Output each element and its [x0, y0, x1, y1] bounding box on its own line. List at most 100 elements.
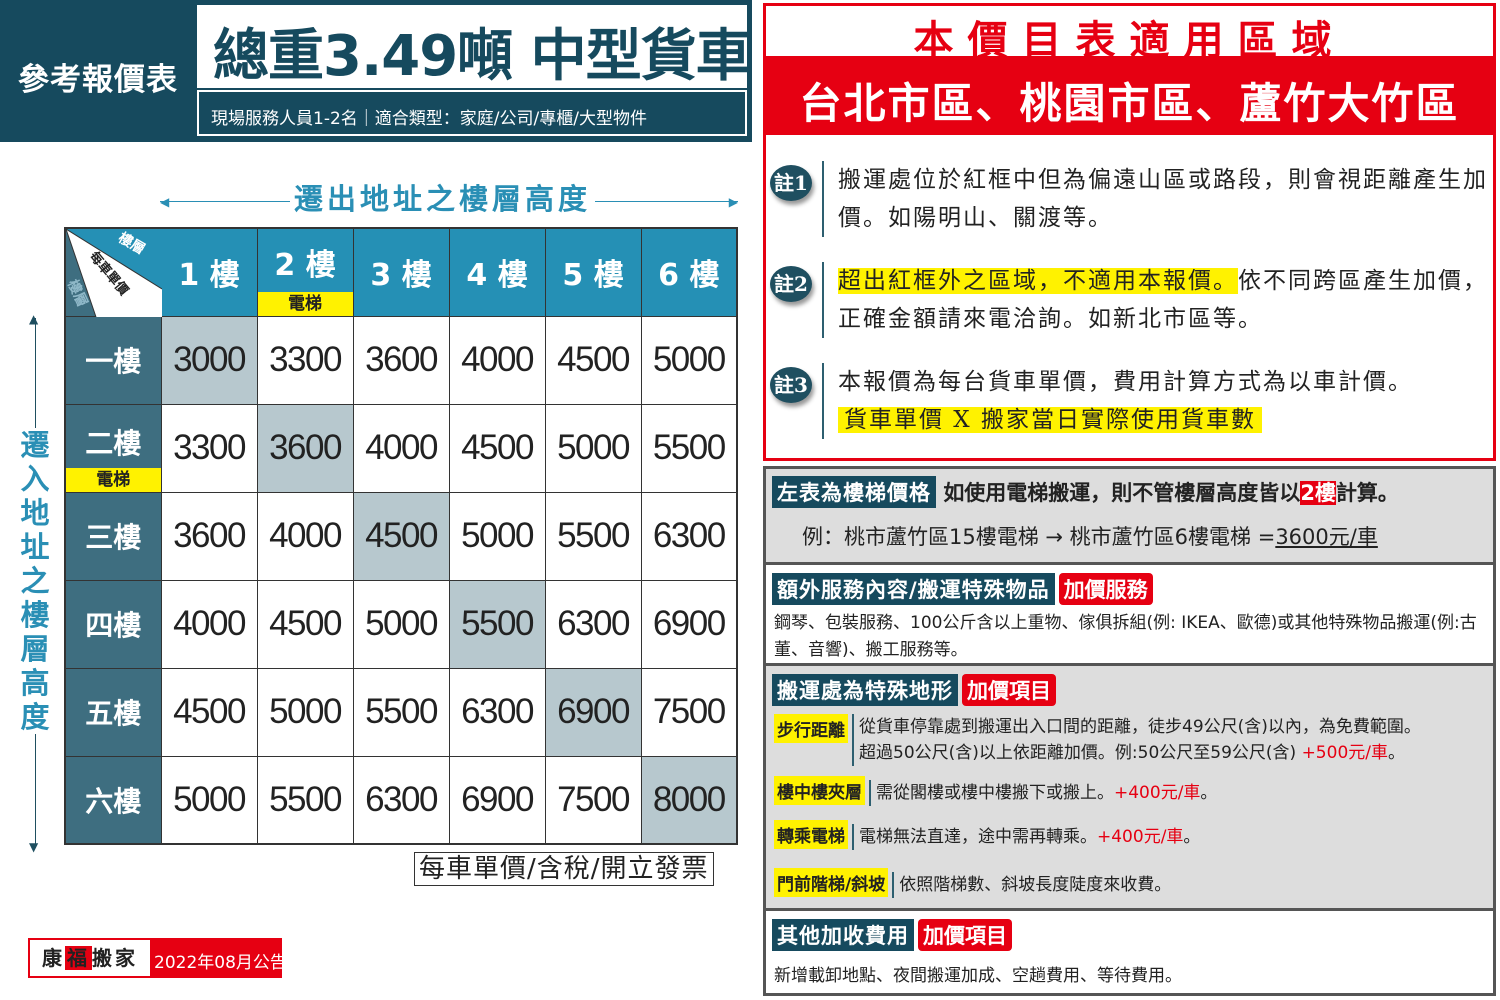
item-label: 步行距離 [774, 714, 848, 743]
note-text: 搬運處位於紅框中但為偏遠山區或路段，則會視距離產生加價。如陽明山、關渡等。 [838, 167, 1488, 231]
terrain-item: 步行距離 從貨車停靠處到搬運出入口間的距離，徒步49公尺(含)以內，為免費範圍。超… [774, 714, 1421, 766]
section-tag: 其他加收費用 [772, 919, 914, 951]
arrow-up-icon: ▲ [29, 312, 39, 326]
note-highlight: 貨車單價 X 搬家當日實際使用貨車數 [838, 407, 1262, 433]
price-cell: 5000 [256, 667, 354, 757]
header-band: 參考報價表 總重3.49噸 中型貨車 現場服務人員1-2名｜適合類型：家庭/公司… [0, 0, 752, 142]
subtitle-box: 現場服務人員1-2名｜適合類型：家庭/公司/專櫃/大型物件 [197, 90, 747, 136]
section-tag: 額外服務內容/搬運特殊物品 [772, 573, 1055, 605]
announce-date: 2022年08月公告 [154, 953, 287, 973]
row-label: 三樓 [85, 521, 142, 554]
note-highlight: 超出紅框外之區域，不適用本報價。 [838, 268, 1238, 294]
price-cell: 4500 [256, 579, 354, 669]
note-badge: 註2 [770, 266, 812, 302]
item-price: +500元/車 [1301, 743, 1388, 763]
price-cell: 6900 [544, 667, 642, 757]
price-cell: 5500 [640, 403, 738, 493]
extra-service-box: 額外服務內容/搬運特殊物品 加價服務 鋼琴、包裝服務、100公斤含以上重物、傢俱拆… [763, 562, 1496, 666]
price-cell: 5500 [352, 667, 450, 757]
note-badge: 註1 [770, 165, 812, 201]
price-cell: 4500 [448, 403, 546, 493]
item-end: 。 [1200, 783, 1218, 803]
note-text: 依不同跨區產生加價，正確金額請來電洽詢。如新北市區等。 [838, 268, 1488, 332]
price-cell: 4000 [256, 491, 354, 581]
arrow-right-icon: ▶ [728, 195, 738, 209]
brand-logo: 康福搬家 [30, 940, 150, 976]
row-header: 一樓 [64, 315, 162, 405]
example-text: 例：桃市蘆竹區15樓電梯 → 桃市蘆竹區6樓電梯 = [802, 525, 1276, 549]
arrow-down-icon: ▼ [29, 840, 39, 854]
rule-text: 如使用電梯搬運，則不管樓層高度皆以 [943, 481, 1301, 505]
elevator-rule-box: 左表為樓梯價格 如使用電梯搬運，則不管樓層高度皆以2樓計算。 例：桃市蘆竹區15… [763, 466, 1496, 565]
surcharge-tag: 加價項目 [918, 919, 1012, 951]
price-cell: 5500 [448, 579, 546, 669]
rule-text-end: 計算。 [1335, 481, 1399, 505]
column-label: 2 樓 [274, 248, 336, 284]
price-cell: 8000 [640, 755, 738, 845]
price-cell: 3300 [256, 315, 354, 405]
item-text: 電梯無法直達，途中需再轉乘。 [859, 827, 1097, 847]
arrow-left-icon: ◀ [160, 195, 170, 209]
special-terrain-box: 搬運處為特殊地形 加價項目 步行距離 從貨車停靠處到搬運出入口間的距離，徒步49公尺… [763, 663, 1496, 911]
note-2: 註2 超出紅框外之區域，不適用本報價。依不同跨區產生加價，正確金額請來電洽詢。如… [770, 262, 1490, 342]
table-row: 六樓 5000 5500 6300 6900 7500 8000 [64, 755, 738, 845]
price-cell: 3300 [160, 403, 258, 493]
item-label: 門前階梯/斜坡 [774, 868, 889, 897]
row-header: 五樓 [64, 667, 162, 757]
caption-text: 遷出地址之樓層高度 [290, 176, 596, 218]
area-band: 台北市區、桃園市區、蘆竹大竹區 [766, 56, 1493, 135]
column-header: 1 樓 [160, 227, 258, 317]
item-label: 轉乘電梯 [774, 820, 848, 849]
price-cell: 4000 [352, 403, 450, 493]
other-fees-box: 其他加收費用 加價項目 新增載卸地點、夜間搬運加成、空趟費用、等待費用。 [763, 908, 1496, 996]
other-fees-text: 新增載卸地點、夜間搬運加成、空趟費用、等待費用。 [774, 966, 1182, 986]
row-header: 二樓 電梯 [64, 403, 162, 493]
surcharge-tag: 加價項目 [962, 674, 1056, 706]
extra-service-text: 鋼琴、包裝服務、100公斤含以上重物、傢俱拆組(例: IKEA、歐德)或其他特殊… [774, 613, 1477, 660]
price-cell: 5000 [352, 579, 450, 669]
column-header: 3 樓 [352, 227, 450, 317]
price-cell: 3000 [160, 315, 258, 405]
row-header: 六樓 [64, 755, 162, 845]
row-label: 五樓 [85, 697, 142, 730]
note-badge: 註3 [770, 367, 812, 403]
row-label: 一樓 [85, 345, 142, 378]
corner-diagonal [66, 229, 162, 317]
price-cell: 7500 [640, 667, 738, 757]
price-cell: 4000 [160, 579, 258, 669]
price-cell: 3600 [256, 403, 354, 493]
price-cell: 4500 [352, 491, 450, 581]
example-price: 3600元/車 [1275, 525, 1378, 549]
corner-cell: 樓層 每車單價 樓層 [64, 227, 162, 317]
note-1: 註1 搬運處位於紅框中但為偏遠山區或路段，則會視距離產生加價。如陽明山、關渡等。 [770, 161, 1490, 241]
column-header: 4 樓 [448, 227, 546, 317]
elevator-badge: 電梯 [257, 291, 353, 316]
elevator-badge: 電梯 [66, 467, 161, 492]
item-text: 從貨車停靠處到搬運出入口間的距離，徒步49公尺(含)以內，為免費範圍。 [859, 717, 1421, 737]
item-text: 超過50公尺(含)以上依距離加價。例:50公尺至59公尺(含) [859, 743, 1302, 763]
row-label: 六樓 [85, 784, 142, 818]
price-cell: 4500 [160, 667, 258, 757]
surcharge-tag: 加價服務 [1058, 573, 1153, 605]
origin-floor-caption: ◀ ▶ 遷出地址之樓層高度 [160, 176, 738, 218]
caption-text: 遷入地址之樓層高度 [18, 428, 52, 734]
price-cell: 5000 [160, 755, 258, 845]
item-text: 依照階梯數、斜坡長度陡度來收費。 [899, 875, 1172, 895]
price-cell: 4500 [544, 315, 642, 405]
rule-highlight: 2樓 [1300, 481, 1336, 505]
price-cell: 5000 [640, 315, 738, 405]
terrain-item: 門前階梯/斜坡 依照階梯數、斜坡長度陡度來收費。 [774, 868, 1171, 898]
column-header: 6 樓 [640, 227, 738, 317]
price-table: 樓層 每車單價 樓層 1 樓 2 樓電梯 3 樓 4 樓 5 樓 6 樓 一樓 3… [64, 227, 738, 845]
price-cell: 6300 [640, 491, 738, 581]
page-title: 總重3.49噸 中型貨車 [213, 24, 752, 89]
price-cell: 6900 [640, 579, 738, 669]
header-label: 參考報價表 [18, 62, 178, 98]
price-cell: 5500 [544, 491, 642, 581]
table-row: 一樓 3000 3300 3600 4000 4500 5000 [64, 315, 738, 405]
subtitle: 現場服務人員1-2名｜適合類型：家庭/公司/專櫃/大型物件 [211, 109, 647, 129]
price-cell: 4000 [448, 315, 546, 405]
price-cell: 6300 [544, 579, 642, 669]
item-label: 樓中樓夾層 [774, 776, 865, 805]
item-end: 。 [1387, 743, 1405, 763]
